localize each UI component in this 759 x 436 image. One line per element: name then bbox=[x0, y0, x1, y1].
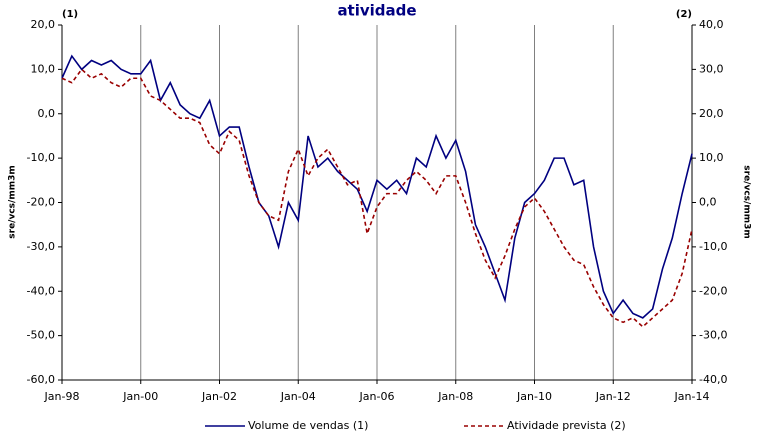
y2-tick-label: -30,0 bbox=[699, 329, 727, 342]
x-tick-label: Jan-00 bbox=[122, 390, 158, 403]
right-axis-note: (2) bbox=[676, 9, 692, 20]
x-tick-label: Jan-04 bbox=[280, 390, 316, 403]
y-tick-label: -10,0 bbox=[27, 151, 55, 164]
x-tick-label: Jan-08 bbox=[437, 390, 473, 403]
legend-label: Atividade prevista (2) bbox=[507, 419, 626, 432]
chart-title: atividade bbox=[337, 2, 416, 20]
y-tick-label: -20,0 bbox=[27, 196, 55, 209]
x-tick-label: Jan-10 bbox=[516, 390, 552, 403]
y-tick-label: -50,0 bbox=[27, 329, 55, 342]
y2-tick-label: -10,0 bbox=[699, 240, 727, 253]
y-tick-label: -30,0 bbox=[27, 240, 55, 253]
y2-tick-label: -20,0 bbox=[699, 284, 727, 297]
y-tick-label: 10,0 bbox=[31, 62, 56, 75]
y2-tick-label: -40,0 bbox=[699, 373, 727, 386]
y-axis-label: sre/vcs/mm3m bbox=[8, 165, 18, 238]
y-tick-label: -40,0 bbox=[27, 284, 55, 297]
y-tick-label: 20,0 bbox=[31, 18, 56, 31]
x-tick-label: Jan-98 bbox=[44, 390, 80, 403]
series-line bbox=[61, 54, 693, 319]
y2-tick-label: 0,0 bbox=[699, 196, 717, 209]
series-line bbox=[61, 68, 693, 328]
y-tick-label: -60,0 bbox=[27, 373, 55, 386]
x-tick-label: Jan-02 bbox=[201, 390, 237, 403]
x-tick-label: Jan-14 bbox=[674, 390, 710, 403]
y2-tick-label: 10,0 bbox=[699, 151, 724, 164]
legend-label: Volume de vendas (1) bbox=[248, 419, 368, 432]
y2-tick-label: 30,0 bbox=[699, 62, 724, 75]
x-tick-label: Jan-06 bbox=[359, 390, 395, 403]
left-axis-note: (1) bbox=[62, 9, 78, 20]
y2-tick-label: 40,0 bbox=[699, 18, 724, 31]
y2-tick-label: 20,0 bbox=[699, 107, 724, 120]
y-tick-label: 0,0 bbox=[38, 107, 56, 120]
y2-axis-label: sre/vcs/mm3m bbox=[742, 165, 752, 238]
x-tick-label: Jan-12 bbox=[595, 390, 631, 403]
